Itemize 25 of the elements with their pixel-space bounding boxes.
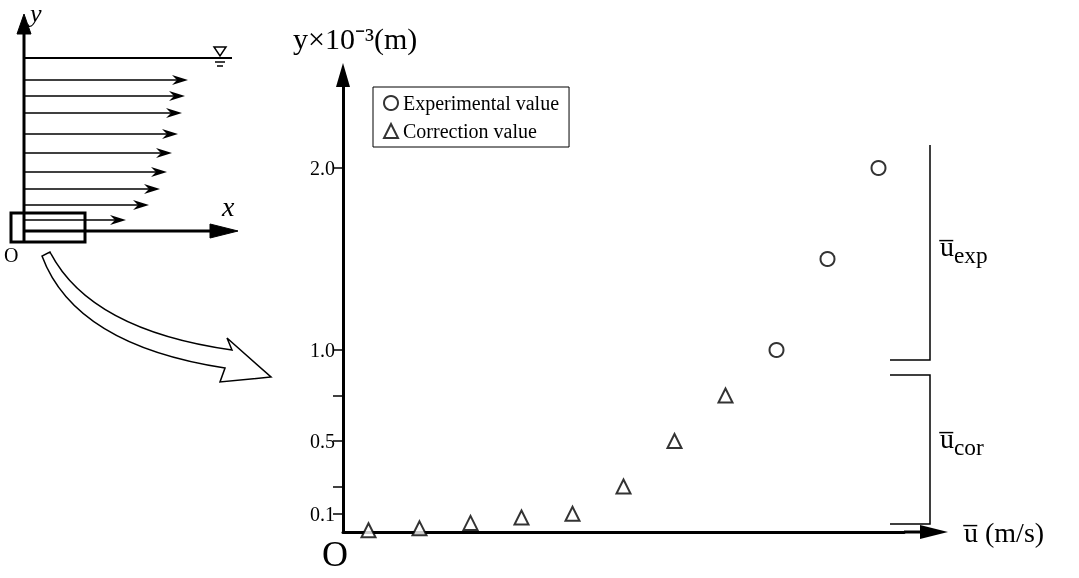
point: [666, 433, 683, 449]
point: [819, 251, 836, 267]
y-tick-label: 1.0: [310, 339, 335, 361]
y-tick-label: 2.0: [310, 157, 335, 179]
text: O: [322, 534, 348, 575]
text: O: [4, 244, 19, 266]
point: [870, 160, 887, 176]
y-axis-title: y×10⁻³(m): [293, 21, 418, 56]
text: u̅$_{exp}$: [940, 231, 988, 269]
point: [768, 342, 785, 358]
y-tick-label: 0.1: [310, 502, 335, 525]
x-axis-title: u̅ (m/s): [962, 516, 1045, 548]
text: y: [30, 0, 42, 29]
point: [717, 387, 734, 404]
legend-label: Experimental value: [403, 92, 560, 115]
legend-label: Correction value: [403, 120, 537, 142]
point: [360, 522, 377, 539]
y-tick-label: 0.5: [310, 430, 335, 452]
point: [462, 514, 479, 531]
point: [513, 509, 530, 526]
point: [564, 505, 581, 522]
point: [615, 478, 632, 495]
text: u̅$_{cor}$: [940, 423, 984, 461]
text: x: [222, 191, 235, 223]
point: [411, 520, 428, 537]
